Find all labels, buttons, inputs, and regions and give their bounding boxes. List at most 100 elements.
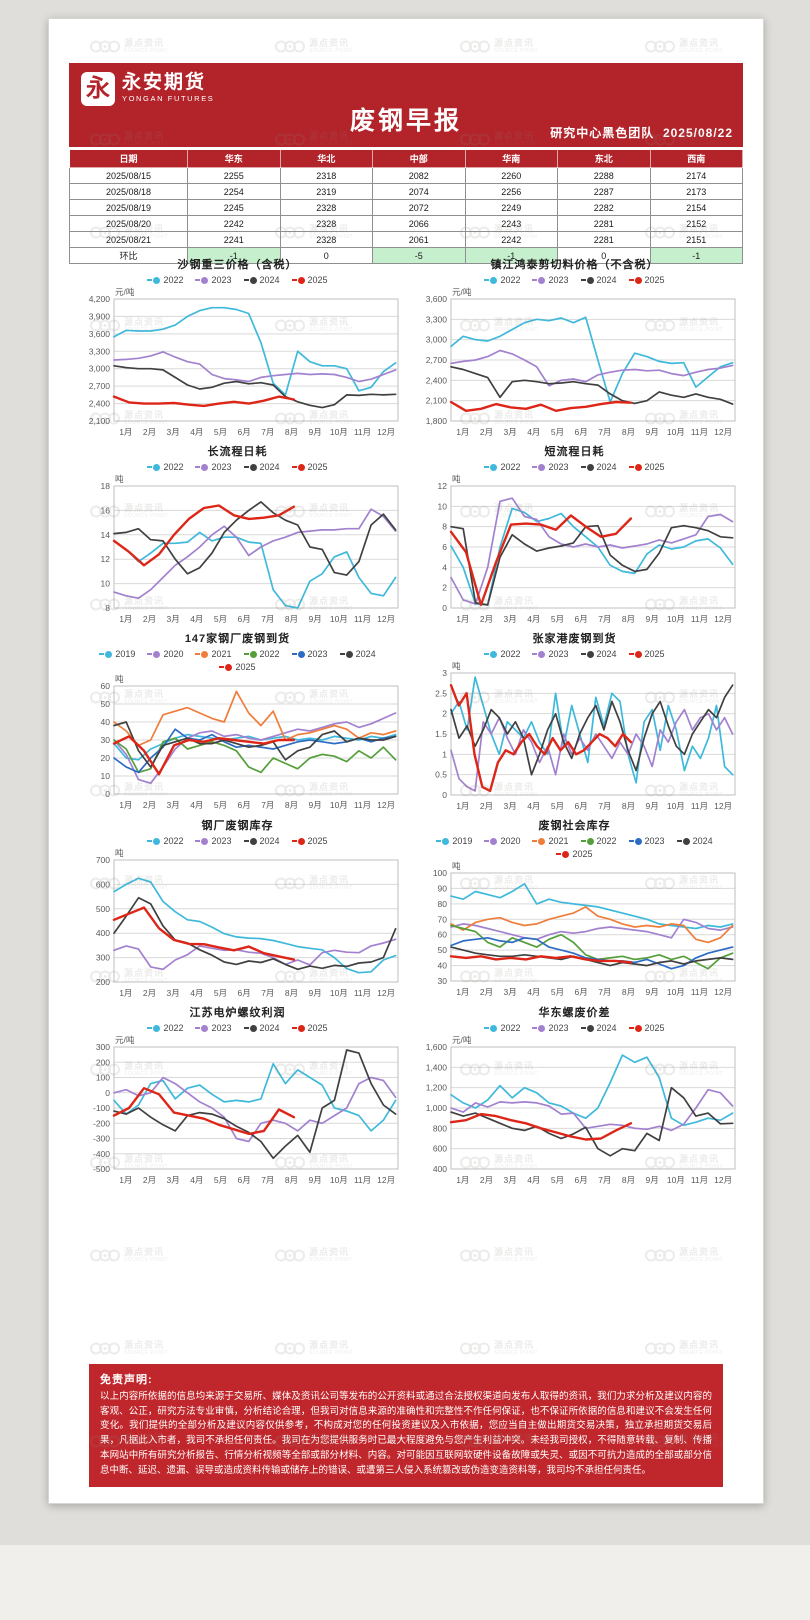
legend-line-icon: [243, 466, 249, 468]
svg-text:100: 100: [95, 1073, 109, 1083]
chart-title: 镇江鸿泰剪切料价格（不含税）: [490, 259, 659, 271]
legend-dot-icon: [490, 650, 498, 658]
table-row: 2025/08/20 2242 2328 2066 2243 2281 2152: [69, 215, 743, 232]
legend-label: 2019: [452, 836, 473, 846]
table-cell: 2025/08/15: [69, 167, 188, 184]
legend-dot-icon: [586, 650, 594, 658]
legend-dot-icon: [538, 1024, 546, 1032]
svg-text:6月: 6月: [237, 614, 250, 624]
chart-plot-svg: 吨 0 2 4 6 8 10 12 1月 2月 3月 4月 5月 6月 7月 8月 9月 10月 11月 12月: [437, 474, 735, 624]
svg-text:12月: 12月: [377, 800, 395, 810]
chart-title: 张家港废钢到货: [532, 633, 617, 645]
legend-label: 2022: [500, 275, 521, 285]
svg-text:3月: 3月: [503, 801, 516, 811]
legend-label: 2023: [548, 275, 569, 285]
chart-8: 废钢社会库存 2019 2020 2021 2022 2023 2024 2025 吨 30 40 5…: [406, 814, 743, 1001]
svg-text:200: 200: [95, 977, 109, 987]
legend-item: 2024: [243, 835, 280, 847]
legend-label: 2023: [211, 275, 232, 285]
price-table-body: 2025/08/15 2255 2318 2082 2260 2288 2174 2025/0…: [69, 167, 743, 264]
legend-label: 2025: [307, 275, 328, 285]
svg-text:8月: 8月: [621, 801, 634, 811]
legend-dot-icon: [345, 650, 353, 658]
chart-plot-svg: 元/吨 400 600 800 1,000 1,200 1,400 1,600 1月 2月 3月 4月…: [425, 1035, 735, 1185]
svg-text:12月: 12月: [377, 1175, 395, 1185]
svg-text:400: 400: [432, 1164, 446, 1174]
legend-item: 2020: [147, 648, 183, 660]
table-cell: 2249: [464, 199, 558, 216]
svg-text:600: 600: [432, 1144, 446, 1154]
svg-text:3月: 3月: [166, 988, 179, 998]
table-cell: 2328: [279, 215, 373, 232]
svg-text:10月: 10月: [329, 988, 347, 998]
svg-text:8月: 8月: [284, 988, 297, 998]
svg-text:8月: 8月: [284, 1175, 297, 1185]
chart-9: 江苏电炉螺纹利润 2022 2023 2024 2025 元/吨 -500 -400 -300 -…: [69, 1001, 406, 1188]
svg-text:6月: 6月: [574, 614, 587, 624]
chart-title: 废钢社会库存: [538, 820, 611, 832]
svg-text:8: 8: [442, 522, 447, 532]
logo-text: 永安期货 YONGAN FUTURES: [122, 72, 214, 103]
legend-label: 2025: [235, 662, 256, 672]
legend-dot-icon: [249, 650, 257, 658]
legend-dot-icon: [490, 463, 498, 471]
logo-name-cn: 永安期货: [122, 72, 207, 93]
svg-text:7月: 7月: [261, 427, 274, 437]
svg-text:8月: 8月: [284, 800, 297, 810]
legend-label: 2024: [692, 836, 713, 846]
svg-text:7月: 7月: [261, 1175, 274, 1185]
legend-dot-icon: [201, 1024, 209, 1032]
table-cell: 2288: [557, 167, 651, 184]
legend-label: 2023: [211, 836, 232, 846]
legend-dot-icon: [490, 1024, 498, 1032]
legend-label: 2023: [644, 836, 665, 846]
svg-text:12月: 12月: [714, 801, 732, 811]
svg-text:元/吨: 元/吨: [452, 287, 472, 297]
logo-mark-icon: 永: [81, 72, 115, 106]
svg-text:3月: 3月: [503, 987, 516, 997]
legend-dot-icon: [538, 837, 546, 845]
legend-dot-icon: [201, 276, 209, 284]
chart-title: 钢厂废钢库存: [201, 820, 274, 832]
legend-line-icon: [243, 1027, 249, 1029]
svg-text:11月: 11月: [353, 427, 370, 437]
svg-text:2,400: 2,400: [425, 375, 447, 385]
legend-line-icon: [147, 466, 153, 468]
legend-label: 2025: [644, 1023, 665, 1033]
price-table: 日期 华东 华北 中部 华南 东北 西南 2025/08/15 2255 2318 2082 226…: [69, 149, 743, 264]
chart-1: 沙钢重三价格（含税） 2022 2023 2024 2025 元/吨 2,100 2,400 2…: [69, 253, 406, 440]
svg-text:2,700: 2,700: [88, 381, 110, 391]
svg-text:-400: -400: [92, 1149, 109, 1159]
svg-text:元/吨: 元/吨: [115, 287, 135, 297]
legend-label: 2025: [307, 1023, 328, 1033]
legend-item: 2024: [339, 648, 376, 660]
chart-title: 华东螺废价差: [538, 1007, 611, 1019]
legend-line-icon: [532, 279, 538, 281]
legend-label: 2025: [644, 462, 665, 472]
legend-label: 2023: [211, 1023, 232, 1033]
svg-text:元/吨: 元/吨: [115, 1035, 135, 1045]
svg-text:12月: 12月: [377, 614, 395, 624]
legend-dot-icon: [442, 837, 450, 845]
svg-text:10月: 10月: [666, 801, 684, 811]
legend-dot-icon: [297, 650, 305, 658]
legend-item: 2025: [291, 835, 328, 847]
legend-item: 2023: [195, 274, 232, 286]
svg-text:400: 400: [95, 928, 109, 938]
svg-text:3,900: 3,900: [88, 311, 110, 321]
svg-text:10: 10: [437, 501, 447, 511]
legend-line-icon: [628, 653, 634, 655]
svg-text:11月: 11月: [690, 427, 707, 437]
legend-item: 2025: [556, 848, 593, 860]
legend-line-icon: [147, 1027, 153, 1029]
svg-text:10: 10: [100, 579, 110, 589]
svg-text:300: 300: [95, 1042, 109, 1052]
legend-line-icon: [580, 653, 586, 655]
legend-item: 2025: [628, 648, 665, 660]
svg-text:0: 0: [105, 789, 110, 799]
svg-text:2月: 2月: [142, 800, 155, 810]
svg-text:9月: 9月: [308, 988, 321, 998]
svg-text:3月: 3月: [166, 800, 179, 810]
svg-text:12月: 12月: [714, 987, 732, 997]
svg-text:18: 18: [100, 481, 110, 491]
